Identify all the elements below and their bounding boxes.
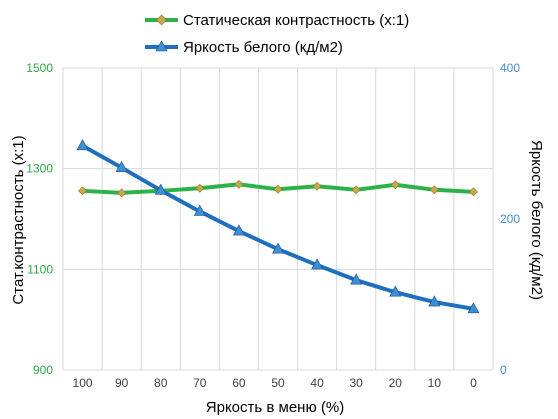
data-point [273,184,283,194]
data-point [351,185,361,195]
x-tick-label: 70 [193,376,207,390]
x-tick-label: 40 [310,376,324,390]
data-point [390,180,400,190]
y-left-tick-label: 900 [33,363,53,377]
series-contrast [78,179,478,198]
x-tick-label: 90 [115,376,129,390]
y-left-axis-ticks: 900 1100 1300 1500 [26,61,53,377]
data-point [467,302,480,314]
y-right-axis-label: Яркость белого (кд/м2) [528,140,545,300]
x-tick-label: 30 [350,376,364,390]
data-point [389,285,402,297]
data-point [193,204,206,216]
x-tick-label: 60 [232,376,246,390]
data-point [429,185,439,195]
data-point [195,183,205,193]
x-tick-label: 80 [154,376,168,390]
y-left-tick-label: 1100 [27,262,53,276]
x-tick-label: 100 [73,376,93,390]
y-right-tick-label: 0 [500,363,507,377]
data-point [117,188,127,198]
data-point [232,224,245,236]
data-point [350,273,363,285]
x-tick-label: 50 [271,376,285,390]
data-point [428,295,441,307]
grid [62,67,494,371]
x-axis-ticks: 100 90 80 70 60 50 40 30 20 10 0 [73,376,478,390]
x-axis-label: Яркость в меню (%) [206,399,344,416]
y-left-axis-label: Стат.контрастность (x:1) [10,135,27,304]
y-left-tick-label: 1300 [26,162,53,176]
x-tick-label: 0 [470,376,477,390]
data-point [469,187,478,197]
data-point [154,183,167,195]
x-tick-label: 10 [428,376,442,390]
y-right-tick-label: 400 [500,61,520,75]
series-group [76,139,480,314]
y-right-tick-label: 200 [500,212,520,226]
data-point [76,139,89,151]
legend: Статическая контрастность (x:1) Яркость … [145,12,409,56]
legend-item-contrast: Статическая контрастность (x:1) [145,12,409,29]
data-point [311,258,324,270]
data-point [234,179,244,189]
data-point [115,161,128,172]
series-brightness [76,139,480,314]
legend-item-brightness: Яркость белого (кд/м2) [145,39,343,56]
data-point [271,242,285,254]
legend-label-brightness: Яркость белого (кд/м2) [183,39,343,56]
legend-label-contrast: Статическая контрастность (x:1) [183,12,409,29]
data-point [312,181,322,191]
data-point [78,186,87,196]
y-left-tick-label: 1500 [26,61,53,75]
y-right-axis-ticks: 0 200 400 [500,61,520,377]
x-tick-label: 20 [389,376,403,390]
